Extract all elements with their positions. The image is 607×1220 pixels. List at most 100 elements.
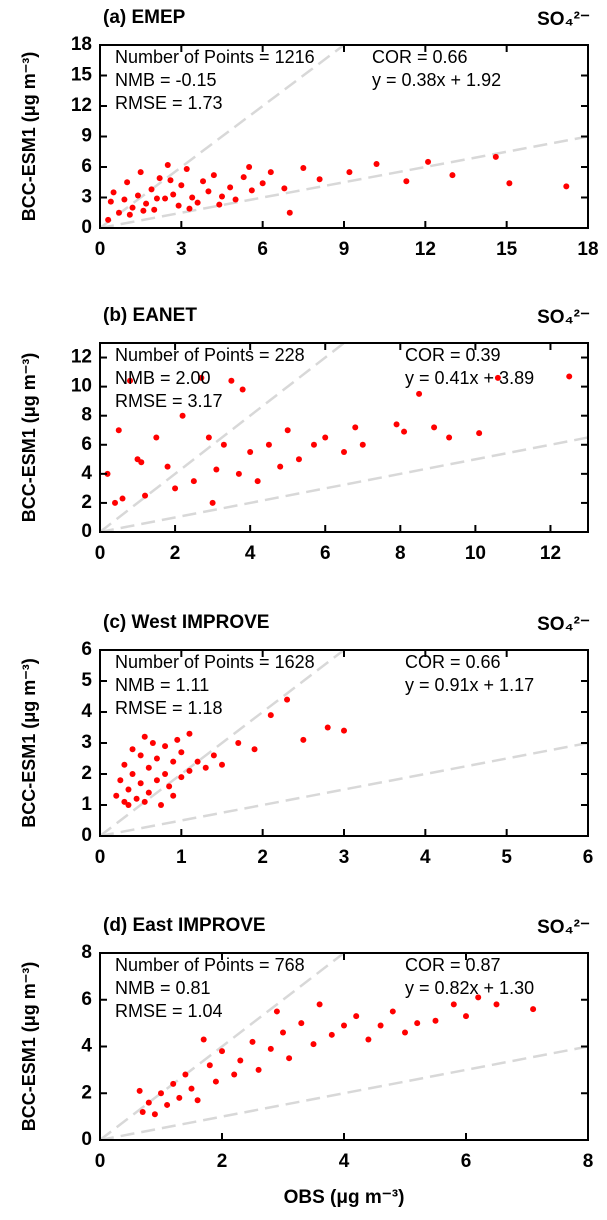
data-point (113, 792, 120, 799)
data-point (235, 470, 242, 477)
x-axis-label: OBS (μg m⁻³) (284, 1187, 405, 1208)
data-point (121, 196, 128, 203)
x-tick-label: 6 (461, 1151, 472, 1172)
stat-annotation: y = 0.91x + 1.17 (405, 675, 534, 695)
data-point (416, 390, 423, 397)
panel: (d) East IMPROVE SO₄²⁻ BCC-ESM1 (μg m⁻³) OB… (19, 915, 594, 1208)
data-point (129, 746, 136, 753)
data-point (267, 1045, 274, 1052)
data-point (156, 175, 163, 182)
data-point (115, 209, 122, 216)
x-tick-label: 8 (395, 543, 406, 564)
plot-frame (99, 342, 589, 533)
stat-annotation: Number of Points = 768 (115, 955, 305, 975)
data-point (125, 802, 132, 808)
stat-annotation: y = 0.82x + 1.30 (405, 978, 534, 998)
data-point (139, 1108, 146, 1115)
x-tick-label: 18 (577, 239, 598, 260)
data-point (255, 1066, 262, 1073)
stat-annotation: COR = 0.87 (405, 955, 501, 975)
y-tick-label: 4 (81, 1036, 92, 1057)
data-point (389, 1008, 396, 1015)
data-point (432, 1017, 439, 1024)
data-point (316, 176, 323, 183)
data-point (206, 1062, 213, 1069)
data-point (216, 201, 223, 208)
x-tick-label: 4 (339, 1151, 350, 1172)
data-point (105, 216, 112, 223)
data-point (212, 1078, 219, 1085)
data-point (151, 1111, 158, 1118)
reference-line (100, 1045, 588, 1140)
data-point (164, 463, 171, 470)
x-tick-label: 0 (95, 847, 106, 868)
data-point (402, 1029, 408, 1036)
y-tick-label: 12 (71, 347, 92, 368)
stat-annotation: RMSE = 3.17 (115, 391, 223, 411)
species-label: SO₄²⁻ (537, 307, 590, 328)
y-tick-label: 2 (81, 492, 92, 513)
data-point (138, 459, 145, 466)
data-point (359, 441, 366, 448)
y-tick-label: 3 (81, 187, 92, 208)
data-point (179, 412, 186, 419)
data-point (167, 177, 174, 184)
data-point (194, 199, 201, 206)
data-point (281, 185, 288, 192)
data-point (153, 434, 160, 441)
data-point (126, 211, 133, 218)
data-point (162, 771, 169, 777)
data-point (175, 202, 182, 209)
data-point (341, 1022, 347, 1029)
panel-title: (c) West IMPROVE (103, 612, 269, 633)
data-point (298, 1020, 305, 1027)
data-point (346, 169, 353, 176)
data-point (341, 449, 347, 456)
data-point (210, 172, 217, 179)
y-tick-label: 0 (81, 217, 92, 238)
data-point (148, 186, 155, 193)
y-axis-label: BCC-ESM1 (μg m⁻³) (19, 52, 39, 222)
data-point (129, 204, 136, 211)
data-point (125, 786, 132, 793)
data-point (164, 1101, 171, 1108)
data-point (124, 179, 131, 186)
x-tick-label: 12 (540, 543, 561, 564)
stat-annotation: RMSE = 1.04 (115, 1001, 223, 1021)
data-point (143, 200, 150, 207)
data-point (219, 1048, 225, 1055)
y-tick-label: 6 (81, 989, 92, 1010)
data-point (219, 193, 225, 200)
data-point (133, 795, 140, 802)
data-point (316, 1001, 323, 1008)
data-point (153, 755, 160, 762)
data-point (178, 774, 185, 781)
stat-annotation: RMSE = 1.73 (115, 93, 223, 113)
stat-annotation: NMB = 1.11 (115, 675, 209, 695)
data-point (170, 191, 177, 198)
x-tick-label: 10 (465, 543, 486, 564)
y-tick-label: 0 (81, 825, 92, 846)
panel-title: (a) EMEP (103, 7, 186, 28)
x-tick-label: 12 (415, 239, 436, 260)
data-point (284, 696, 291, 703)
species-label: SO₄²⁻ (537, 917, 590, 938)
data-point (174, 736, 181, 743)
data-point (137, 169, 144, 176)
data-point (119, 495, 126, 502)
data-point (162, 195, 169, 202)
y-tick-label: 15 (71, 65, 93, 86)
stat-annotation: RMSE = 1.18 (115, 698, 223, 718)
data-point (142, 492, 149, 499)
data-point (254, 478, 261, 485)
y-tick-label: 4 (81, 701, 92, 722)
data-point (153, 195, 160, 202)
data-point (202, 764, 209, 771)
data-point (425, 158, 432, 165)
x-tick-label: 0 (95, 239, 106, 260)
data-point (401, 428, 408, 435)
data-point (240, 174, 247, 181)
data-point (365, 1036, 372, 1043)
data-point (210, 752, 217, 759)
